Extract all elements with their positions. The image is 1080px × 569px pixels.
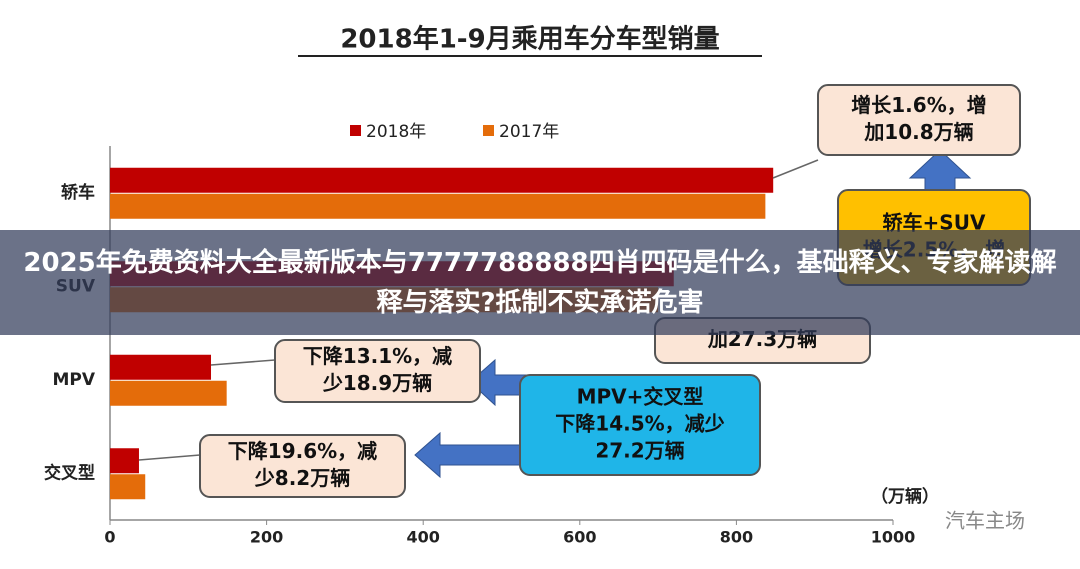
watermark: 汽车主场 [945,509,1025,533]
y-tick-label: 交叉型 [44,462,95,483]
callout-pointer [210,359,276,366]
legend-label: 2018年 [366,122,426,142]
arrow [414,431,531,479]
callout-box [519,374,761,476]
bar [110,380,227,406]
bar [110,167,774,193]
callout-pointer [138,454,201,461]
legend-swatch [483,125,494,136]
bar [110,448,139,474]
y-tick-label: MPV [52,370,95,390]
callout-box [274,339,481,403]
callout-pointer [772,159,819,179]
banner: 2025年免费资料大全最新版本与7777788888四肖四码是什么，基础释义、专… [0,230,1080,335]
callout-text: 少8.2万辆 [254,466,350,490]
y-tick-label: 轿车 [61,182,95,203]
banner-text: 2025年免费资料大全最新版本与7777788888四肖四码是什么，基础释义、专… [23,247,1057,318]
x-tick-label: 600 [563,528,596,547]
legend-swatch [350,125,361,136]
callout-text: 下降13.1%，减 [303,344,452,368]
callout-box [817,84,1021,156]
callout-text: MPV+交叉型 [577,385,704,409]
callout-box [199,434,406,498]
x-tick-label: 0 [104,528,115,547]
x-tick-label: 400 [406,528,439,547]
callout-text: 增长1.6%，增 [851,93,986,117]
callout-text: 加10.8万辆 [863,120,973,144]
callout-text: 少18.9万辆 [322,371,432,395]
x-tick-label: 1000 [871,528,916,547]
bar [110,474,146,500]
x-tick-label: 800 [720,528,753,547]
callout-text: 下降19.6%，减 [228,439,377,463]
bar [110,193,766,219]
x-tick-label: 200 [250,528,283,547]
bar [110,354,212,380]
callout-text: 27.2万辆 [595,439,684,463]
callout-text: 下降14.5%，减少 [555,412,724,436]
legend-label: 2017年 [499,122,559,142]
unit-label: （万辆） [871,486,939,507]
chart-title: 2018年1-9月乘用车分车型销量 [340,24,719,55]
